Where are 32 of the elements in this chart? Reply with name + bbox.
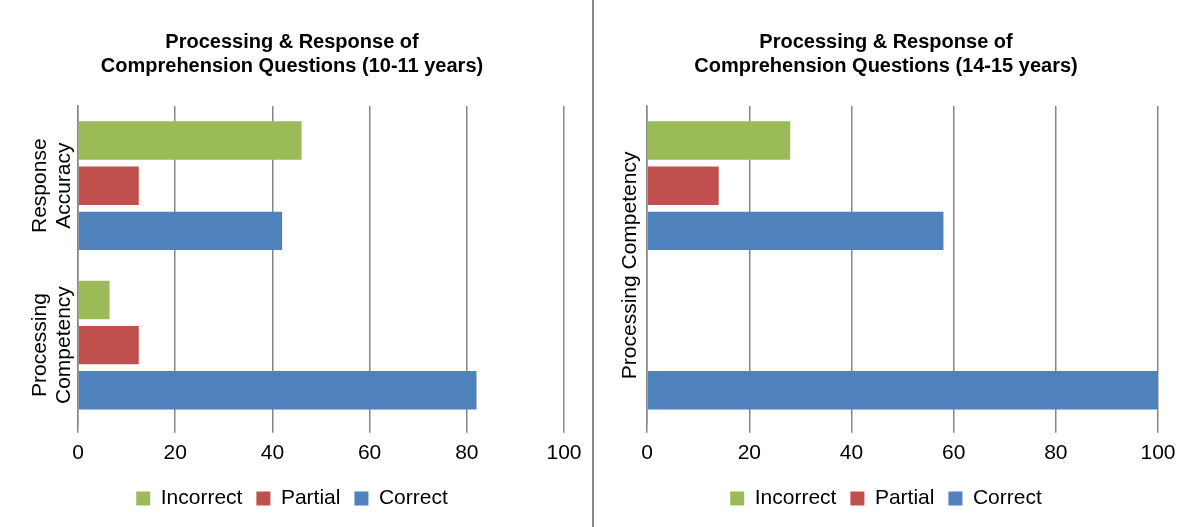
y-tick-label: Response Accuracy [26, 138, 74, 233]
bar [78, 280, 110, 320]
legend-label: Partial [874, 485, 935, 509]
bar [78, 211, 283, 251]
x-tick-label: 20 [163, 440, 187, 464]
bar [78, 166, 139, 205]
x-tick-label: 0 [641, 440, 654, 464]
bar [647, 371, 1158, 410]
y-axis-title: Processing Competency [617, 151, 641, 380]
bar [647, 211, 944, 251]
legend-label: Partial [280, 485, 341, 509]
bar [78, 371, 477, 410]
chart-title: Processing & Response of Comprehension Questions (10-11 years) [100, 29, 484, 76]
x-tick-label: 100 [1140, 440, 1176, 464]
chart-title: Processing & Response of Comprehension Questions (14-15 years) [694, 29, 1078, 76]
bar [647, 121, 791, 160]
x-tick-label: 60 [357, 440, 382, 464]
x-tick-label: 80 [455, 440, 479, 464]
legend-label: Incorrect [160, 485, 243, 509]
legend-label: Correct [972, 485, 1042, 509]
legend-label: Correct [378, 485, 448, 509]
x-tick-label: 80 [1044, 440, 1068, 464]
bar [78, 121, 302, 160]
x-tick-label: 60 [942, 440, 966, 464]
x-tick-label: 40 [260, 440, 285, 464]
legend-label: Incorrect [754, 485, 837, 509]
bar [78, 325, 139, 365]
x-tick-label: 40 [839, 440, 864, 464]
x-tick-label: 20 [737, 440, 762, 464]
x-tick-label: 100 [546, 440, 582, 464]
bar [647, 166, 719, 205]
x-tick-label: 0 [72, 440, 84, 464]
